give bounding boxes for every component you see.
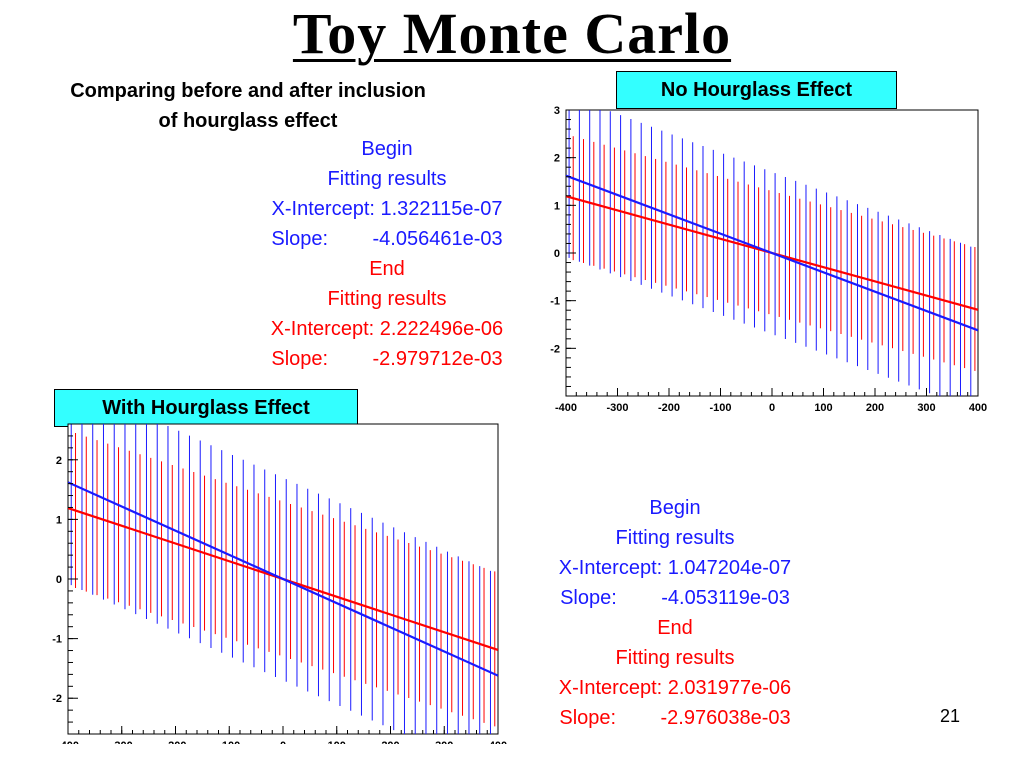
subtitle-line-1: Comparing before and after inclusion — [70, 80, 426, 102]
fit-results-top: Begin Fitting results X-Intercept: 1.322… — [222, 134, 552, 374]
end-slope: Slope: -2.976038e-03 — [559, 707, 791, 729]
x-tick-label: 400 — [969, 402, 987, 414]
x-tick-label: 0 — [280, 740, 286, 744]
y-tick-label: 3 — [554, 105, 560, 117]
y-tick-label: 2 — [554, 153, 560, 165]
x-tick-label: 100 — [814, 402, 832, 414]
end-heading: End — [369, 258, 405, 280]
subtitle-line-2: of hourglass effect — [158, 110, 338, 132]
x-tick-label: -200 — [658, 402, 680, 414]
x-tick-label: 300 — [917, 402, 935, 414]
y-tick-label: 0 — [56, 574, 62, 586]
x-tick-label: -100 — [218, 740, 240, 744]
x-tick-label: -300 — [606, 402, 628, 414]
x-tick-label: -100 — [709, 402, 731, 414]
plot-area — [566, 110, 978, 396]
begin-x-intercept: X-Intercept: 1.322115e-07 — [271, 198, 503, 220]
slide-title: Toy Monte Carlo — [292, 1, 732, 66]
x-tick-label: -200 — [164, 740, 186, 744]
plot-area — [68, 424, 498, 734]
x-tick-label: 200 — [381, 740, 399, 744]
y-tick-label: 2 — [56, 455, 62, 467]
plot-no-hourglass: -400 -300 -200 -100 0 100 200 300 400 -2 -1 0 1 2 3 — [550, 105, 987, 414]
begin-heading: Begin — [649, 497, 701, 519]
end-x-intercept: X-Intercept: 2.031977e-06 — [558, 677, 792, 699]
y-tick-label: 1 — [56, 514, 62, 526]
page-number: 21 — [940, 706, 961, 726]
y-tick-label: -2 — [52, 693, 62, 705]
y-tick-label: 0 — [554, 248, 560, 260]
fit-line-begin — [68, 481, 498, 677]
begin-fitting-results: Fitting results — [327, 168, 447, 190]
end-slope: Slope: -2.979712e-03 — [271, 348, 503, 370]
x-tick-label: -300 — [111, 740, 133, 744]
y-tick-label: 1 — [554, 200, 560, 212]
x-tick-label: 300 — [435, 740, 453, 744]
begin-slope: Slope: -4.056461e-03 — [271, 228, 503, 250]
x-tick-label: -400 — [555, 402, 577, 414]
x-tick-label: -400 — [57, 740, 79, 744]
x-tick-label: 200 — [866, 402, 884, 414]
begin-slope: Slope: -4.053119e-03 — [560, 587, 790, 609]
x-tick-label: 0 — [769, 402, 775, 414]
x-tick-label: 100 — [328, 740, 346, 744]
x-tick-label: 400 — [489, 740, 507, 744]
end-x-intercept: X-Intercept: 2.222496e-06 — [270, 318, 504, 340]
end-fitting-results: Fitting results — [327, 288, 447, 310]
y-tick-label: -2 — [550, 343, 560, 355]
end-fitting-results: Fitting results — [615, 647, 735, 669]
fit-line-begin — [566, 174, 978, 332]
y-tick-label: -1 — [52, 634, 62, 646]
begin-fitting-results: Fitting results — [615, 527, 735, 549]
end-heading: End — [657, 617, 693, 639]
begin-x-intercept: X-Intercept: 1.047204e-07 — [558, 557, 792, 579]
no-hourglass-label: No Hourglass Effect — [616, 71, 897, 109]
y-tick-label: -1 — [550, 296, 560, 308]
fit-results-bottom: Begin Fitting results X-Intercept: 1.047… — [510, 493, 840, 733]
begin-heading: Begin — [361, 138, 413, 160]
plot-with-hourglass: -400 -300 -200 -100 0 100 200 300 400 -2 -1 0 1 2 — [52, 423, 507, 744]
slide-subtitle: Comparing before and after inclusion of … — [18, 76, 478, 136]
